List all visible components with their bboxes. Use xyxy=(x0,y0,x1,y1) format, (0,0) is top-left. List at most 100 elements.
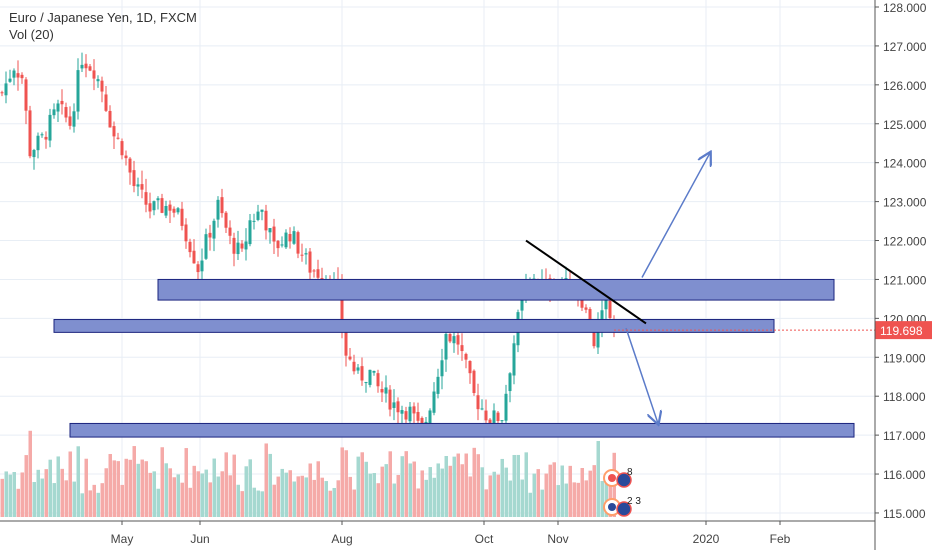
projection-arrow xyxy=(641,153,710,278)
volume-bar xyxy=(328,490,332,517)
y-tick-label: 121.000 xyxy=(883,273,927,287)
volume-bar xyxy=(580,468,584,517)
candle-body xyxy=(416,411,420,421)
candle-body xyxy=(272,226,276,242)
candle-body xyxy=(500,420,504,422)
candle-body xyxy=(24,79,28,111)
candle-body xyxy=(156,198,160,201)
candle-body xyxy=(88,66,92,71)
candle-body xyxy=(508,373,512,392)
candle-body xyxy=(480,408,484,410)
candle-body xyxy=(484,410,488,421)
candle-body xyxy=(60,100,64,105)
volume-bar xyxy=(96,492,100,517)
volume-bar xyxy=(104,468,108,517)
candle-body xyxy=(64,107,68,118)
volume-bar xyxy=(232,454,236,517)
volume-bar xyxy=(416,488,420,517)
volume-bar xyxy=(500,458,504,517)
volume-bar xyxy=(564,483,568,517)
symbol-title: Euro / Japanese Yen, 1D, FXCM xyxy=(9,10,197,25)
volume-bar xyxy=(88,490,92,517)
volume-bar xyxy=(236,484,240,517)
volume-bar xyxy=(100,483,104,517)
volume-bar xyxy=(324,481,328,517)
volume-bar xyxy=(308,463,312,517)
candle-body xyxy=(264,210,268,231)
event-badge-count: 8 xyxy=(627,467,633,478)
volume-bar xyxy=(432,477,436,517)
candle-body xyxy=(116,137,120,139)
y-tick-label: 125.000 xyxy=(883,118,927,132)
event-badge-count: 2 3 xyxy=(627,496,641,507)
volume-bar xyxy=(388,451,392,517)
volume-bar xyxy=(148,472,152,517)
candle-body xyxy=(52,109,56,116)
volume-bar xyxy=(284,472,288,517)
volume-bar xyxy=(228,475,232,517)
candle-body xyxy=(204,234,208,259)
volume-bar xyxy=(364,461,368,517)
y-tick-label: 115.000 xyxy=(883,507,926,521)
last-price-label: 119.698 xyxy=(880,324,923,338)
candle-body xyxy=(460,345,464,352)
volume-bar xyxy=(356,456,360,517)
volume-bar xyxy=(336,480,340,517)
candle-body xyxy=(164,205,168,216)
volume-bar xyxy=(28,430,32,517)
candle-body xyxy=(72,111,76,127)
y-tick-label: 117.000 xyxy=(883,429,926,443)
volume-bar xyxy=(392,483,396,517)
volume-bar xyxy=(548,464,552,517)
candle-body xyxy=(464,353,468,360)
volume-bar xyxy=(468,476,472,517)
candle-body xyxy=(172,208,176,213)
volume-bar xyxy=(244,466,248,517)
projection-arrow xyxy=(625,327,658,423)
candle-body xyxy=(404,411,408,420)
support-resistance-zone xyxy=(53,319,775,333)
volume-bar xyxy=(376,483,380,517)
volume-bar xyxy=(592,465,596,517)
volume-bar xyxy=(436,463,440,517)
volume-bar xyxy=(208,482,212,517)
volume-bar xyxy=(556,485,560,517)
candle-body xyxy=(440,360,444,377)
candle-body xyxy=(40,134,44,136)
volume-bar xyxy=(136,463,140,517)
volume-bar xyxy=(132,446,136,517)
y-tick-label: 116.000 xyxy=(883,468,926,482)
candle-body xyxy=(108,110,112,128)
volume-bar xyxy=(316,461,320,517)
candle-body xyxy=(512,343,516,376)
volume-bar xyxy=(552,462,556,517)
y-tick-label: 124.000 xyxy=(883,157,927,171)
candle-body xyxy=(20,74,24,79)
volume-bar xyxy=(600,481,604,517)
volume-bar xyxy=(80,493,84,517)
candle-body xyxy=(316,269,320,278)
volume-bar xyxy=(64,480,68,517)
volume-bar xyxy=(192,465,196,517)
candle-body xyxy=(48,114,52,141)
volume-bar xyxy=(176,474,180,517)
candle-body xyxy=(80,64,84,69)
volume-bar xyxy=(112,460,116,517)
volume-bar xyxy=(20,472,24,517)
volume-bar xyxy=(268,453,272,517)
candle-body xyxy=(176,208,180,213)
candle-body xyxy=(144,192,148,205)
candle-body xyxy=(216,199,220,220)
candle-body xyxy=(180,208,184,226)
volume-bar xyxy=(164,463,168,517)
volume-bar xyxy=(24,455,28,517)
volume-bar xyxy=(584,480,588,517)
event-badge-dot xyxy=(608,503,616,511)
candle-body xyxy=(388,389,392,410)
volume-bar xyxy=(372,473,376,517)
volume-bar xyxy=(156,488,160,517)
candle-body xyxy=(488,419,492,426)
candle-body xyxy=(188,241,192,253)
